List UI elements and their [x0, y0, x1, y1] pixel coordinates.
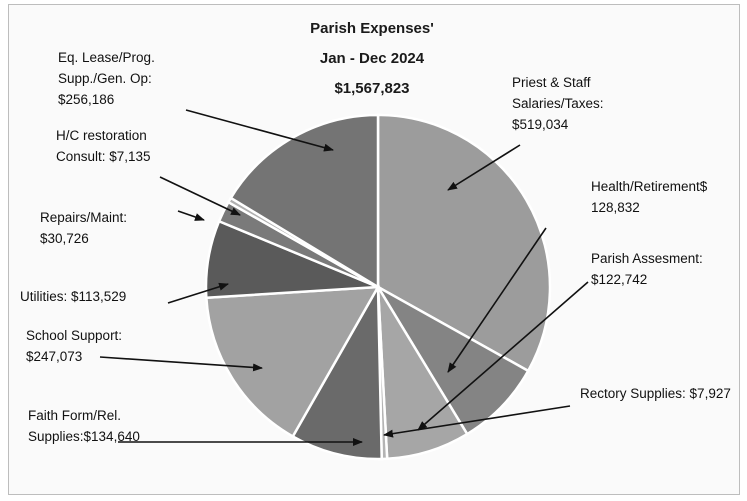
title-line-1: Parish Expenses'	[310, 20, 434, 37]
pie-slice-6	[205, 285, 381, 439]
slice-label-10-line-3: $256,186	[58, 92, 114, 107]
slice-label-8-line-2: $30,726	[40, 231, 89, 246]
leader-arrow-1	[447, 144, 521, 191]
leader-arrow-9	[159, 176, 241, 216]
slice-label-5-line-2: Supplies:$134,640	[28, 429, 140, 444]
slice-label-6-line-1: School Support:	[26, 328, 122, 343]
slice-label-3: Parish Assesment: $122,742	[591, 251, 703, 287]
slice-label-9: H/C restoration Consult: $7,135	[56, 128, 151, 164]
slice-label-10-line-2: Supp./Gen. Op:	[58, 71, 152, 86]
slice-label-9-line-1: H/C restoration	[56, 128, 147, 143]
slice-label-10: Eq. Lease/Prog. Supp./Gen. Op: $256,186	[58, 50, 155, 107]
slice-label-1-line-3: $519,034	[512, 117, 569, 132]
arrows-layer	[99, 109, 589, 446]
labels-layer: Priest & Staff Salaries/Taxes: $519,034 Hea…	[20, 50, 731, 444]
chart-title: Parish Expenses' Jan - Dec 2024 $1,567,8…	[310, 20, 434, 97]
slice-label-7: Utilities: $113,529	[20, 289, 126, 304]
slice-label-5-line-1: Faith Form/Rel.	[28, 408, 121, 423]
slice-label-3-line-1: Parish Assesment:	[591, 251, 703, 266]
pie-slice-2	[374, 283, 530, 436]
slice-label-10-line-1: Eq. Lease/Prog.	[58, 50, 155, 65]
leader-arrow-8	[177, 210, 205, 221]
slice-label-2: Health/Retirement$ 128,832	[591, 179, 708, 215]
slice-label-2-line-1: Health/Retirement$	[591, 179, 708, 194]
title-line-3: $1,567,823	[334, 80, 409, 97]
leader-arrow-7	[167, 282, 229, 304]
slice-label-6-line-2: $247,073	[26, 349, 82, 364]
slice-label-9-line-2: Consult: $7,135	[56, 149, 151, 164]
pie-slice-1	[376, 113, 552, 373]
slice-label-2-line-2: 128,832	[591, 200, 640, 215]
slice-label-1: Priest & Staff Salaries/Taxes: $519,034	[512, 75, 604, 132]
slice-label-5: Faith Form/Rel. Supplies:$134,640	[28, 408, 140, 444]
pie-slice-5	[291, 282, 383, 461]
leader-arrow-4	[383, 405, 571, 438]
slice-label-3-line-2: $122,742	[591, 272, 647, 287]
slice-label-7-line-1: Utilities: $113,529	[20, 289, 126, 304]
slice-label-4-line-1: Rectory Supplies: $7,927	[580, 386, 731, 401]
slices-layer	[204, 113, 552, 461]
leader-arrow-10	[185, 109, 334, 152]
pie-slice-10	[229, 113, 380, 290]
leader-arrow-6	[99, 356, 263, 372]
slice-label-4: Rectory Supplies: $7,927	[580, 386, 731, 401]
slice-label-1-line-1: Priest & Staff	[512, 75, 591, 90]
leader-arrow-2	[447, 227, 547, 373]
slice-label-8: Repairs/Maint: $30,726	[40, 210, 127, 246]
slice-label-6: School Support: $247,073	[26, 328, 122, 364]
title-line-2: Jan - Dec 2024	[320, 50, 425, 67]
slice-label-1-line-2: Salaries/Taxes:	[512, 96, 604, 111]
leader-arrow-3	[417, 281, 589, 431]
slice-label-8-line-1: Repairs/Maint:	[40, 210, 127, 225]
